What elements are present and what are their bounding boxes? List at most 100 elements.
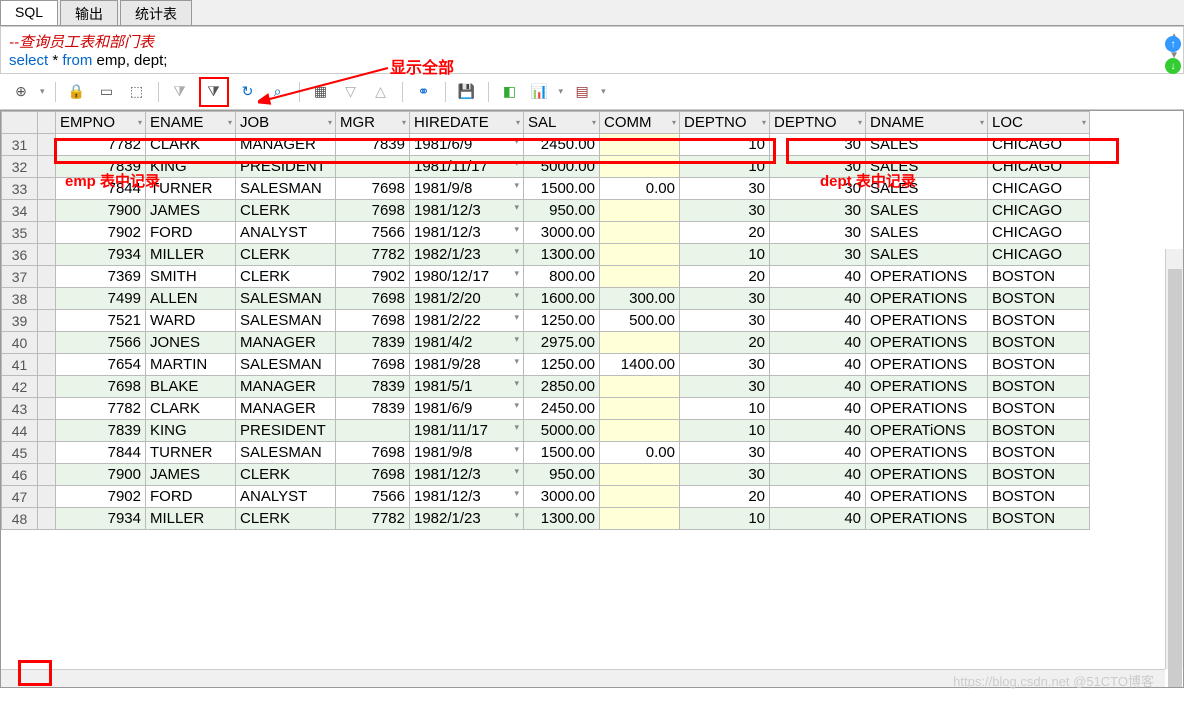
- cell[interactable]: 7782: [56, 398, 146, 420]
- cell[interactable]: 950.00: [524, 200, 600, 222]
- cell[interactable]: SALES: [866, 156, 988, 178]
- cell[interactable]: SALES: [866, 200, 988, 222]
- cell[interactable]: OPERATIONS: [866, 288, 988, 310]
- cell[interactable]: 1981/4/2▾: [410, 332, 524, 354]
- cell[interactable]: TURNER: [146, 442, 236, 464]
- horizontal-scrollbar[interactable]: [1, 669, 1165, 687]
- vertical-scrollbar[interactable]: [1165, 249, 1183, 669]
- export-icon[interactable]: ◧: [499, 81, 521, 103]
- cell[interactable]: BOSTON: [988, 354, 1090, 376]
- cell[interactable]: SALES: [866, 178, 988, 200]
- link-icon[interactable]: ⚭: [413, 81, 435, 103]
- cell[interactable]: 7844: [56, 442, 146, 464]
- cell[interactable]: 1981/9/28▾: [410, 354, 524, 376]
- pin-icon[interactable]: ⊕: [10, 81, 32, 103]
- cell[interactable]: 30: [770, 156, 866, 178]
- down-icon[interactable]: ↓: [1165, 58, 1181, 74]
- cell[interactable]: BOSTON: [988, 508, 1090, 530]
- cell[interactable]: 1400.00: [600, 354, 680, 376]
- cell[interactable]: ANALYST: [236, 486, 336, 508]
- cell[interactable]: 30: [680, 354, 770, 376]
- cell[interactable]: 500.00: [600, 310, 680, 332]
- cell[interactable]: [600, 156, 680, 178]
- cell[interactable]: 1981/6/9▾: [410, 398, 524, 420]
- column-header-sal-5[interactable]: SAL▾: [524, 112, 600, 134]
- cell[interactable]: SMITH: [146, 266, 236, 288]
- cell[interactable]: SALES: [866, 222, 988, 244]
- cell[interactable]: 1500.00: [524, 442, 600, 464]
- cell[interactable]: [600, 244, 680, 266]
- cell[interactable]: 7698: [336, 310, 410, 332]
- cell[interactable]: 30: [680, 376, 770, 398]
- cell[interactable]: PRESIDENT: [236, 420, 336, 442]
- column-header-mgr-3[interactable]: MGR▾: [336, 112, 410, 134]
- cell[interactable]: 30: [680, 200, 770, 222]
- lock-icon[interactable]: 🔒: [66, 81, 88, 103]
- cell[interactable]: OPERATIONS: [866, 332, 988, 354]
- cell[interactable]: 7839: [336, 332, 410, 354]
- cell[interactable]: CHICAGO: [988, 156, 1090, 178]
- cell[interactable]: 40: [770, 288, 866, 310]
- table-row[interactable]: 487934MILLERCLERK77821982/1/23▾1300.0010…: [2, 508, 1090, 530]
- cell[interactable]: 40: [770, 398, 866, 420]
- cell[interactable]: 1980/12/17▾: [410, 266, 524, 288]
- cell[interactable]: SALES: [866, 134, 988, 156]
- cell[interactable]: 10: [680, 508, 770, 530]
- cell[interactable]: 40: [770, 376, 866, 398]
- cell[interactable]: [600, 464, 680, 486]
- column-header-comm-6[interactable]: COMM▾: [600, 112, 680, 134]
- cell[interactable]: CHICAGO: [988, 244, 1090, 266]
- tab-stats[interactable]: 统计表: [120, 0, 192, 25]
- cell[interactable]: BOSTON: [988, 332, 1090, 354]
- table-row[interactable]: 407566JONESMANAGER78391981/4/2▾2975.0020…: [2, 332, 1090, 354]
- nav-icon[interactable]: ⬚: [126, 81, 148, 103]
- cell[interactable]: MILLER: [146, 508, 236, 530]
- cell[interactable]: [336, 420, 410, 442]
- cell[interactable]: 7521: [56, 310, 146, 332]
- cell[interactable]: 800.00: [524, 266, 600, 288]
- column-header-deptno-8[interactable]: DEPTNO▾: [770, 112, 866, 134]
- table-row[interactable]: 477902FORDANALYST75661981/12/3▾3000.0020…: [2, 486, 1090, 508]
- cell[interactable]: CLARK: [146, 134, 236, 156]
- cell[interactable]: FORD: [146, 222, 236, 244]
- cell[interactable]: 2975.00: [524, 332, 600, 354]
- cell[interactable]: SALESMAN: [236, 354, 336, 376]
- cell[interactable]: OPERATiONS: [866, 420, 988, 442]
- cell[interactable]: CHICAGO: [988, 178, 1090, 200]
- cell[interactable]: 1300.00: [524, 508, 600, 530]
- cell[interactable]: 7698: [336, 442, 410, 464]
- table-row[interactable]: 457844TURNERSALESMAN76981981/9/8▾1500.00…: [2, 442, 1090, 464]
- cell[interactable]: BOSTON: [988, 310, 1090, 332]
- cell[interactable]: OPERATIONS: [866, 354, 988, 376]
- cell[interactable]: 1300.00: [524, 244, 600, 266]
- cell[interactable]: 1982/1/23▾: [410, 244, 524, 266]
- column-header-ename-1[interactable]: ENAME▾: [146, 112, 236, 134]
- cell[interactable]: 1981/9/8▾: [410, 178, 524, 200]
- cell[interactable]: SALESMAN: [236, 178, 336, 200]
- cell[interactable]: 7934: [56, 508, 146, 530]
- cell[interactable]: MANAGER: [236, 134, 336, 156]
- cell[interactable]: 1981/12/3▾: [410, 486, 524, 508]
- cell[interactable]: 7839: [336, 398, 410, 420]
- cell[interactable]: JONES: [146, 332, 236, 354]
- cell[interactable]: BOSTON: [988, 464, 1090, 486]
- cell[interactable]: SALES: [866, 244, 988, 266]
- cell[interactable]: CLERK: [236, 200, 336, 222]
- cell[interactable]: OPERATIONS: [866, 508, 988, 530]
- cell[interactable]: 1981/12/3▾: [410, 464, 524, 486]
- cell[interactable]: 7566: [336, 486, 410, 508]
- cell[interactable]: 1600.00: [524, 288, 600, 310]
- cell[interactable]: 7839: [56, 420, 146, 442]
- cell[interactable]: BOSTON: [988, 420, 1090, 442]
- table-row[interactable]: 417654MARTINSALESMAN76981981/9/28▾1250.0…: [2, 354, 1090, 376]
- cell[interactable]: 2450.00: [524, 398, 600, 420]
- cell[interactable]: 7902: [56, 486, 146, 508]
- cell[interactable]: 30: [680, 310, 770, 332]
- cell[interactable]: KING: [146, 156, 236, 178]
- cell[interactable]: 40: [770, 354, 866, 376]
- cell[interactable]: [336, 156, 410, 178]
- cell[interactable]: 7782: [56, 134, 146, 156]
- cell[interactable]: 40: [770, 508, 866, 530]
- cell[interactable]: 7369: [56, 266, 146, 288]
- cell[interactable]: BOSTON: [988, 288, 1090, 310]
